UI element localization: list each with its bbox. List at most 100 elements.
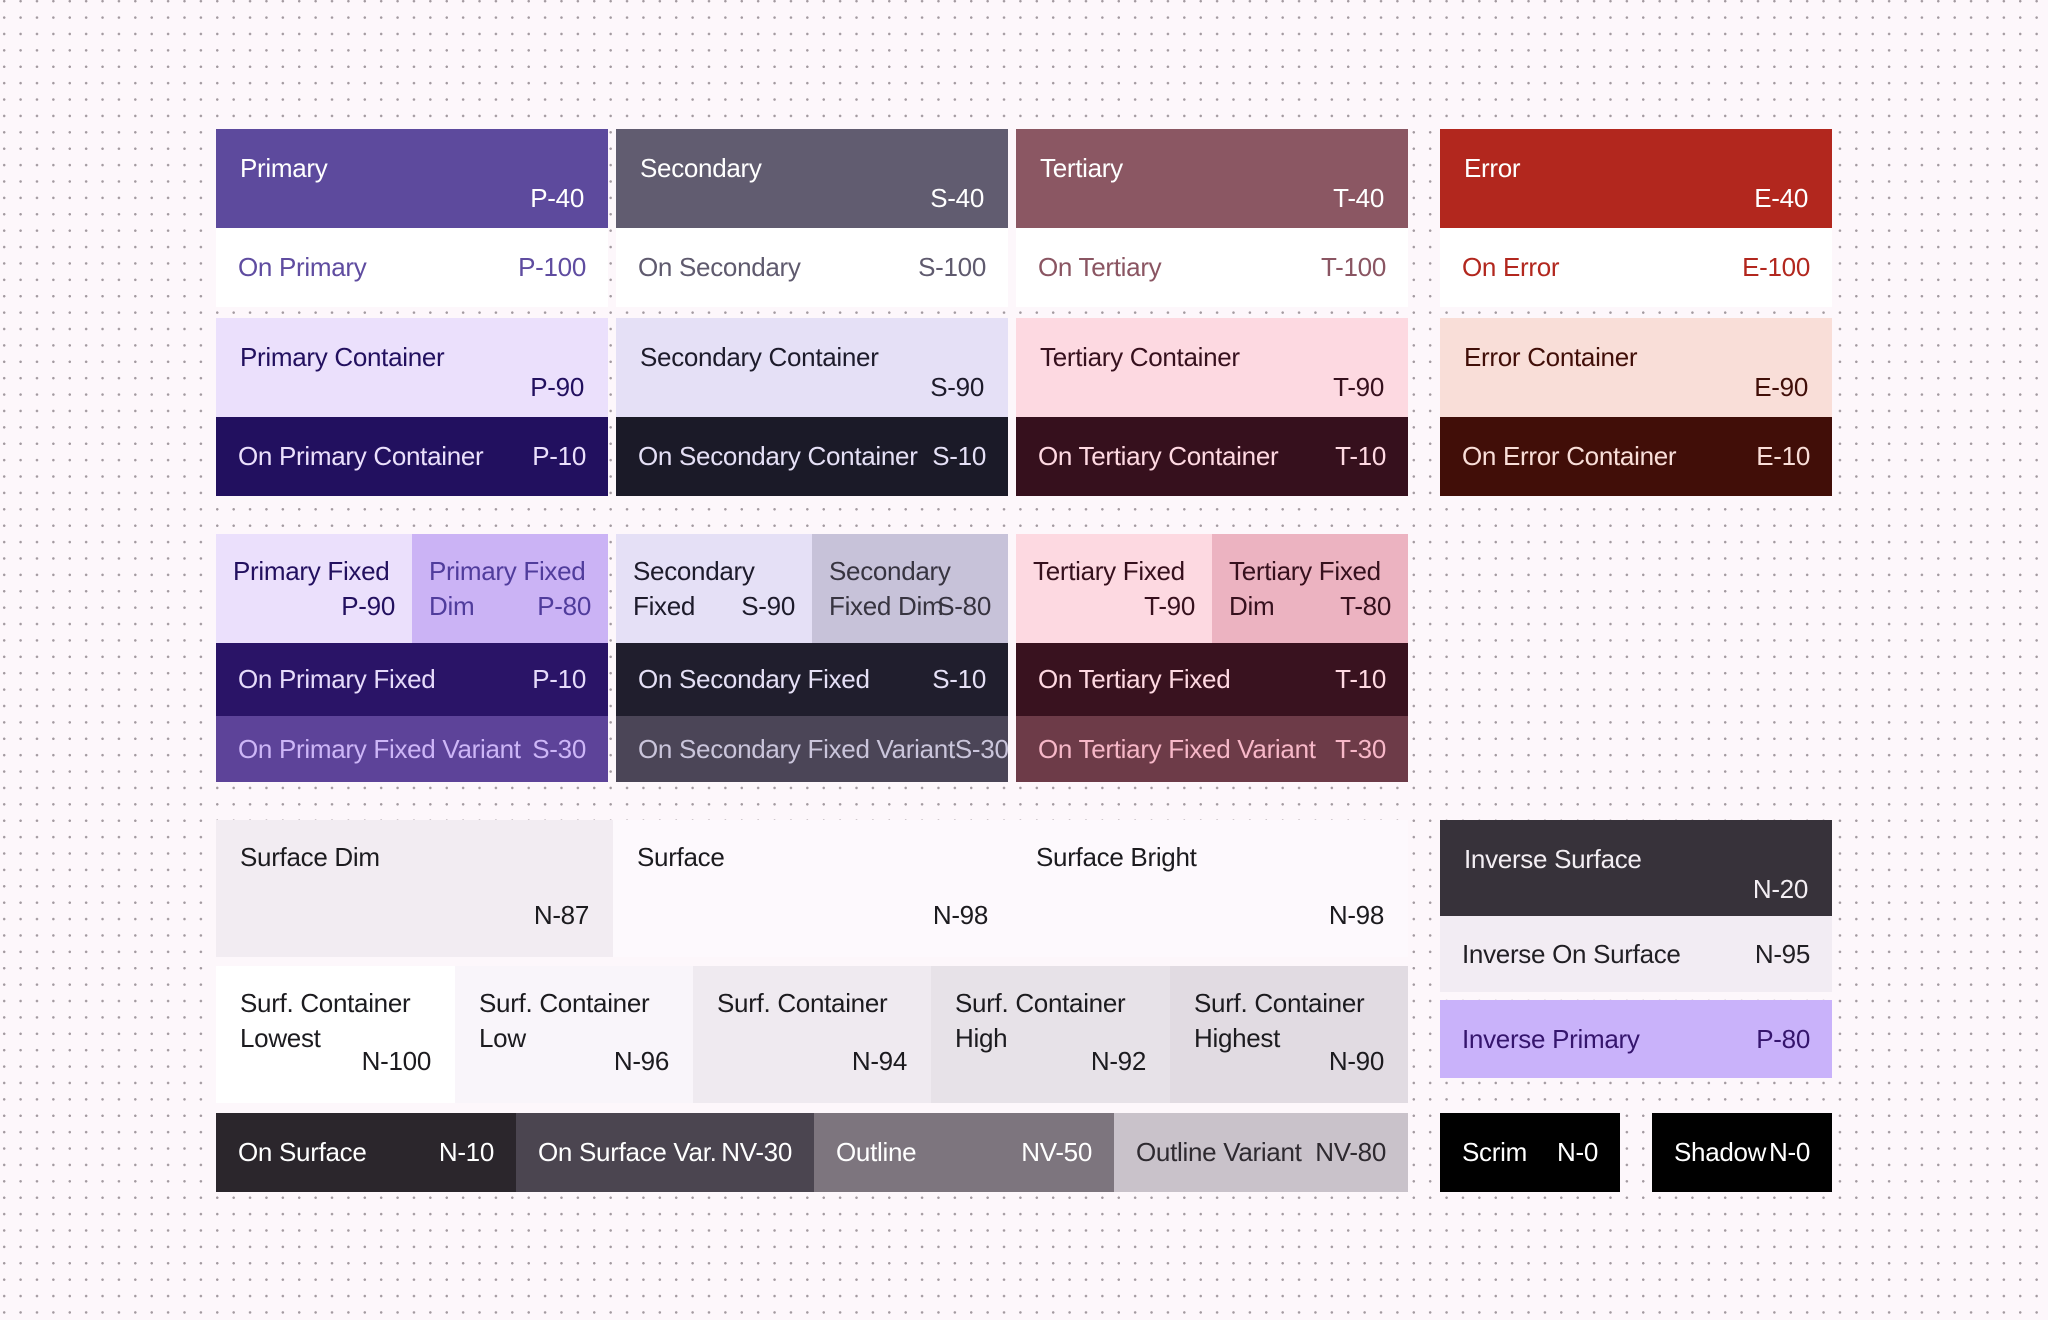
- swatch-value: E-10: [1756, 441, 1810, 471]
- swatch-label: On Error: [1462, 252, 1560, 282]
- swatch-value: T-10: [1335, 441, 1386, 471]
- swatch-value: N-100: [361, 1046, 432, 1076]
- swatch-label: On Tertiary Fixed: [1038, 664, 1231, 694]
- swatch-value: S-10: [932, 441, 986, 471]
- swatch-value: P-10: [532, 441, 586, 471]
- swatch-surface-container-high: Surf. Container High N-92: [931, 966, 1170, 1103]
- swatch-label: Primary Fixed Dim: [429, 556, 586, 621]
- swatch-label: On Secondary Fixed Variant: [638, 733, 955, 764]
- swatch-secondary: Secondary S-40: [616, 129, 1008, 228]
- swatch-surface-container-highest: Surf. Container Highest N-90: [1170, 966, 1408, 1103]
- swatch-label: On Secondary Container: [638, 441, 918, 471]
- swatch-value: NV-80: [1315, 1137, 1386, 1167]
- swatch-label: Surf. Container Low: [479, 988, 650, 1053]
- swatch-on-tertiary-fixed: On Tertiary Fixed T-10: [1016, 643, 1408, 716]
- swatch-label: Outline: [836, 1137, 917, 1167]
- swatch-label: Secondary Fixed: [633, 556, 755, 621]
- swatch-outline-variant: Outline Variant NV-80: [1114, 1113, 1408, 1192]
- swatch-on-primary-fixed: On Primary Fixed P-10: [216, 643, 608, 716]
- swatch-value: T-40: [1333, 183, 1384, 213]
- swatch-label: Outline Variant: [1136, 1137, 1302, 1167]
- swatch-shadow: Shadow N-0: [1652, 1113, 1832, 1192]
- swatch-value: P-90: [530, 372, 584, 402]
- swatch-label: On Tertiary Fixed Variant: [1038, 733, 1316, 764]
- swatch-label: Inverse Surface: [1464, 844, 1642, 874]
- swatch-value: T-80: [1340, 591, 1391, 621]
- swatch-value: NV-50: [1021, 1137, 1092, 1167]
- swatch-value: S-100: [918, 252, 986, 282]
- swatch-tertiary-fixed-dim: Tertiary Fixed Dim T-80: [1212, 534, 1408, 643]
- swatch-label: Primary: [240, 153, 328, 183]
- swatch-tertiary-fixed: Tertiary Fixed T-90: [1016, 534, 1212, 643]
- swatch-surface-dim: Surface Dim N-87: [216, 820, 613, 957]
- swatch-label: Error Container: [1464, 342, 1638, 372]
- swatch-value: S-30: [954, 733, 1009, 764]
- swatch-value: T-30: [1335, 733, 1386, 764]
- swatch-label: On Primary Container: [238, 441, 484, 471]
- swatch-error-container: Error Container E-90: [1440, 318, 1832, 417]
- swatch-value: S-80: [937, 591, 991, 621]
- swatch-label: Error: [1464, 153, 1521, 183]
- swatch-primary-container: Primary Container P-90: [216, 318, 608, 417]
- swatch-value: N-0: [1769, 1137, 1810, 1167]
- swatch-value: E-100: [1742, 252, 1810, 282]
- swatch-label: On Primary Fixed: [238, 664, 436, 694]
- swatch-value: S-40: [930, 183, 984, 213]
- swatch-value: N-98: [1328, 900, 1384, 930]
- swatch-on-secondary-container: On Secondary Container S-10: [616, 417, 1008, 496]
- swatch-on-secondary: On Secondary S-100: [616, 228, 1008, 307]
- swatch-value: N-96: [613, 1046, 669, 1076]
- swatch-value: T-90: [1333, 372, 1384, 402]
- swatch-value: N-98: [932, 900, 988, 930]
- swatch-value: N-20: [1752, 874, 1808, 904]
- swatch-on-tertiary: On Tertiary T-100: [1016, 228, 1408, 307]
- swatch-label: Shadow: [1674, 1137, 1767, 1167]
- swatch-value: P-80: [1756, 1023, 1810, 1054]
- swatch-surface-container-lowest: Surf. Container Lowest N-100: [216, 966, 455, 1103]
- swatch-secondary-container: Secondary Container S-90: [616, 318, 1008, 417]
- swatch-label: Surface: [637, 842, 725, 872]
- swatch-on-surface-variant: On Surface Var. NV-30: [516, 1113, 814, 1192]
- swatch-on-secondary-fixed: On Secondary Fixed S-10: [616, 643, 1008, 716]
- swatch-value: N-94: [851, 1046, 907, 1076]
- swatch-label: On Surface Var.: [538, 1137, 717, 1167]
- swatch-outline: Outline NV-50: [814, 1113, 1114, 1192]
- swatch-surface-bright: Surface Bright N-98: [1012, 820, 1408, 957]
- swatch-inverse-surface: Inverse Surface N-20: [1440, 820, 1832, 916]
- swatch-label: Surf. Container Highest: [1194, 988, 1365, 1053]
- swatch-surface-container-low: Surf. Container Low N-96: [455, 966, 693, 1103]
- swatch-value: N-0: [1557, 1137, 1598, 1167]
- swatch-scrim: Scrim N-0: [1440, 1113, 1620, 1192]
- swatch-label: Secondary: [640, 153, 762, 183]
- swatch-value: N-95: [1754, 938, 1810, 969]
- swatch-label: Tertiary Fixed Dim: [1229, 556, 1381, 621]
- swatch-on-primary-fixed-variant: On Primary Fixed Variant S-30: [216, 716, 608, 782]
- swatch-primary-fixed-dim: Primary Fixed Dim P-80: [412, 534, 608, 643]
- swatch-value: S-10: [932, 664, 986, 694]
- swatch-value: P-10: [532, 664, 586, 694]
- swatch-surface: Surface N-98: [613, 820, 1012, 957]
- swatch-label: Secondary Container: [640, 342, 879, 372]
- swatch-value: S-90: [741, 591, 795, 621]
- swatch-primary-fixed: Primary Fixed P-90: [216, 534, 412, 643]
- swatch-label: Surf. Container: [717, 988, 888, 1018]
- swatch-on-surface: On Surface N-10: [216, 1113, 516, 1192]
- swatch-label: Surf. Container High: [955, 988, 1126, 1053]
- swatch-value: E-90: [1754, 372, 1808, 402]
- swatch-value: P-80: [537, 591, 591, 621]
- swatch-label: Surface Bright: [1036, 842, 1197, 872]
- swatch-value: E-40: [1754, 183, 1808, 213]
- swatch-label: Tertiary Fixed: [1033, 556, 1185, 586]
- swatch-value: T-100: [1321, 252, 1386, 282]
- swatch-label: Tertiary: [1040, 153, 1123, 183]
- swatch-on-primary: On Primary P-100: [216, 228, 608, 307]
- swatch-tertiary-container: Tertiary Container T-90: [1016, 318, 1408, 417]
- swatch-secondary-fixed: Secondary Fixed S-90: [616, 534, 812, 643]
- swatch-on-tertiary-container: On Tertiary Container T-10: [1016, 417, 1408, 496]
- swatch-label: On Primary Fixed Variant: [238, 733, 521, 764]
- swatch-on-error-container: On Error Container E-10: [1440, 417, 1832, 496]
- swatch-tertiary: Tertiary T-40: [1016, 129, 1408, 228]
- swatch-secondary-fixed-dim: Secondary Fixed Dim S-80: [812, 534, 1008, 643]
- swatch-label: On Secondary: [638, 252, 801, 282]
